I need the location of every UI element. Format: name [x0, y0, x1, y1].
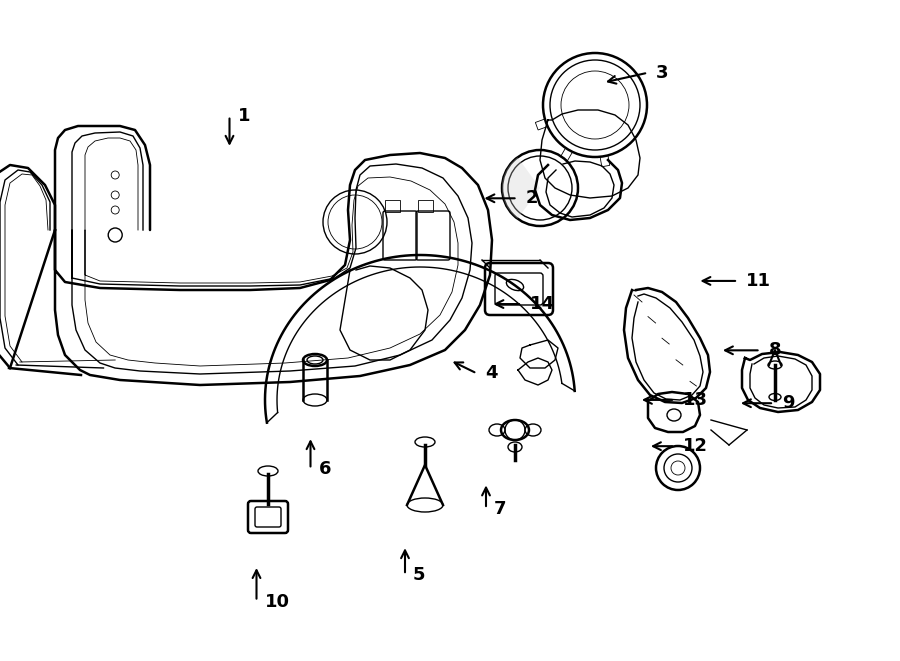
Text: 10: 10 — [265, 592, 290, 611]
Bar — [418, 200, 433, 212]
Bar — [385, 200, 400, 212]
Text: 7: 7 — [494, 500, 507, 518]
Text: 5: 5 — [413, 566, 426, 584]
Text: 9: 9 — [782, 394, 795, 412]
Text: 4: 4 — [485, 364, 498, 383]
Text: 6: 6 — [319, 460, 331, 479]
Bar — [561, 148, 572, 161]
Text: 2: 2 — [526, 189, 538, 208]
Polygon shape — [502, 157, 540, 219]
Bar — [536, 119, 547, 130]
Text: 14: 14 — [530, 295, 555, 313]
Text: 1: 1 — [238, 106, 250, 125]
Text: 11: 11 — [746, 272, 771, 290]
Text: 13: 13 — [683, 391, 708, 409]
Text: 3: 3 — [656, 63, 669, 82]
Bar — [600, 155, 609, 167]
Text: 8: 8 — [769, 341, 781, 360]
Text: 12: 12 — [683, 437, 708, 455]
